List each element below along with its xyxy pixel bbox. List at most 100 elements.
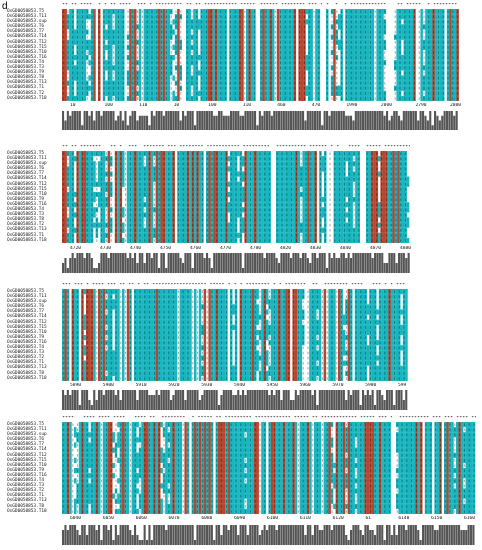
- sequence-name: OsGD0058853.T4: [7, 478, 45, 484]
- conservation-track: [62, 390, 408, 410]
- sequence-name: OsGD0058853.T11: [7, 156, 47, 162]
- sequence-name: OsGD0058853.T6: [7, 304, 45, 310]
- sequence-name: OsGD0058853.T10: [7, 191, 47, 197]
- sequence-name: OsGD0058853.T6: [7, 437, 45, 443]
- sequence-name: OsGD0058853.T6: [7, 166, 45, 172]
- position-tick: 5950: [266, 383, 278, 388]
- sequence-name: OsGD0058853.T13: [7, 227, 47, 233]
- alignment-grid: [62, 422, 391, 514]
- conservation-stars: ** ***** * ******** *****: [397, 3, 458, 8]
- alignment-grid: [366, 151, 410, 243]
- position-tick: 460: [277, 103, 286, 108]
- sequence-name: OsGD0058853.T3: [7, 483, 45, 489]
- sequence-name: OsGD0058853.T12: [7, 181, 47, 187]
- sequence-name: OsGD0058853.T6: [7, 24, 45, 30]
- sequence-name: OsGD0058853.T18: [7, 375, 47, 381]
- position-tick: 4770: [220, 246, 232, 251]
- segment: ** ** **** **: [62, 3, 96, 101]
- sequence-name: OsGD0058853.T14: [7, 34, 47, 40]
- position-tick: 470: [311, 103, 321, 108]
- conservation-stars: **** **** **** **** **** ** ******** * *…: [62, 416, 392, 421]
- position-ticks-3: 5890 5900 5910 5920 5930 5940 5950 5960 5970 5980…: [62, 383, 410, 389]
- sequence-name: OsGD0058853.T10: [7, 329, 47, 335]
- position-tick: 100: [104, 103, 113, 108]
- position-tick: 6040: [70, 516, 82, 521]
- position-tick: 6160: [464, 516, 476, 521]
- position-tick: 5960: [299, 383, 311, 388]
- sequence-name: OsGD0058853.T11: [7, 427, 47, 433]
- sequence-names-2: OsGD0058853.T5 OsGD0058853.T11 OsGD0058853…: [7, 151, 47, 243]
- conservation-track: [62, 525, 476, 545]
- alignment-grid: [326, 9, 387, 101]
- conservation-stars: * * ** **** *** * *********** *: [98, 3, 182, 8]
- conservation-stars: ********** ****** * * ***** ** **: [276, 145, 360, 150]
- position-ticks-1: 10 100 110 10 100 110 460 470 1990 2000 2790 2800: [62, 103, 462, 109]
- position-tick: 110: [139, 103, 148, 108]
- sequence-name: OsGD0058853.T8: [7, 75, 45, 81]
- sequence-name: OsGD0058853.T8: [7, 503, 45, 509]
- conservation-stars: * * * ************ ***: [326, 3, 390, 8]
- sequence-name: OsGD0058853.T13: [7, 498, 47, 504]
- sequence-name: OsGD0058853.T16: [7, 339, 47, 345]
- sequence-name: OsGD0058853.T14: [7, 176, 47, 182]
- position-tick: 4840: [340, 246, 352, 251]
- position-tick: 5940: [234, 383, 246, 388]
- sequence-name: OsGD0058853.T7: [7, 442, 45, 448]
- sequence-name: OsGD0058853.T2: [7, 222, 45, 228]
- sequence-name: OsGD0058853.T10: [7, 49, 47, 55]
- conservation-stars: ***** ***********: [366, 145, 410, 150]
- segment: ********** *** *** **** *** ****: [396, 416, 476, 514]
- segment: *** *** * **** *** ** ** * ** **********…: [62, 283, 408, 381]
- position-tick: 6100: [267, 516, 279, 521]
- sequence-name: OsGD0058853.T15: [7, 186, 47, 192]
- position-tick: 1990: [346, 103, 358, 108]
- alignment-block-2: OsGD0058853.T5 OsGD0058853.T11 OsGD0058853…: [0, 140, 482, 280]
- alignment-grid: [98, 9, 182, 101]
- position-tick: 6120: [332, 516, 344, 521]
- sequence-name: OsGD0058853.sup: [7, 299, 47, 305]
- position-tick: 5980: [365, 383, 377, 388]
- position-tick: 6070: [168, 516, 180, 521]
- conservation-stars: ** ** ******* ** * *** ******* *** *****…: [62, 145, 270, 150]
- sequence-name: OsGD0058853.T3: [7, 212, 45, 218]
- conservation-histogram: [62, 390, 408, 410]
- position-tick: 4750: [160, 246, 172, 251]
- conservation-stars: *** *** * **** *** ** ** * ** **********…: [62, 283, 406, 288]
- sequence-name: OsGD0058853.T10: [7, 462, 47, 468]
- sequence-name: OsGD0058853.T14: [7, 447, 47, 453]
- position-tick: 4880: [400, 246, 412, 251]
- conservation-track: [62, 111, 460, 130]
- position-tick: 2800: [450, 103, 462, 108]
- position-tick: 5910: [135, 383, 147, 388]
- position-tick: 61: [365, 516, 372, 521]
- sequence-name: OsGD0058853.T1: [7, 493, 45, 499]
- sequence-name: OsGD0058853.T9: [7, 334, 45, 340]
- segment: * * ** **** *** * *********** *: [98, 3, 182, 101]
- position-tick: 10: [173, 103, 180, 108]
- sequence-name: OsGD0058853.T18: [7, 237, 47, 243]
- position-ticks-4: 6040 6050 6060 6070 6080 6090 6100 6110 6120 61 61…: [62, 516, 476, 522]
- conservation-stars: ********** *** *** **** *** ****: [399, 416, 476, 421]
- position-tick: 100: [208, 103, 217, 108]
- position-tick: 6140: [398, 516, 410, 521]
- sequence-name: OsGD0058853.T16: [7, 472, 47, 478]
- sequence-name: OsGD0058853.T5: [7, 422, 45, 427]
- sequence-name: OsGD0058853.sup: [7, 19, 47, 25]
- sequence-name: OsGD0058853.T16: [7, 201, 47, 207]
- sequence-name: OsGD0058853.T1: [7, 85, 45, 91]
- sequence-name: OsGD0058853.T11: [7, 14, 47, 20]
- position-tick: 5970: [332, 383, 344, 388]
- position-tick: 4820: [280, 246, 292, 251]
- sequence-name: OsGD0058853.T7: [7, 171, 45, 177]
- sequence-name: OsGD0058853.sup: [7, 432, 47, 438]
- segment: ** ** *********** ****** ****: [186, 3, 256, 101]
- segment: ** ** ******* ** * *** ******* *** *****…: [62, 145, 272, 243]
- position-tick: 5890: [70, 383, 82, 388]
- sequence-name: OsGD0058853.T2: [7, 90, 45, 96]
- sequence-name: OsGD0058853.T2: [7, 488, 45, 494]
- sequence-name: OsGD0058853.T1: [7, 232, 45, 238]
- segment: ****** ******** *** ** **: [260, 3, 322, 101]
- alignment-grid: [394, 9, 459, 101]
- sequence-name: OsGD0058853.T4: [7, 59, 45, 65]
- sequence-name: OsGD0058853.T12: [7, 319, 47, 325]
